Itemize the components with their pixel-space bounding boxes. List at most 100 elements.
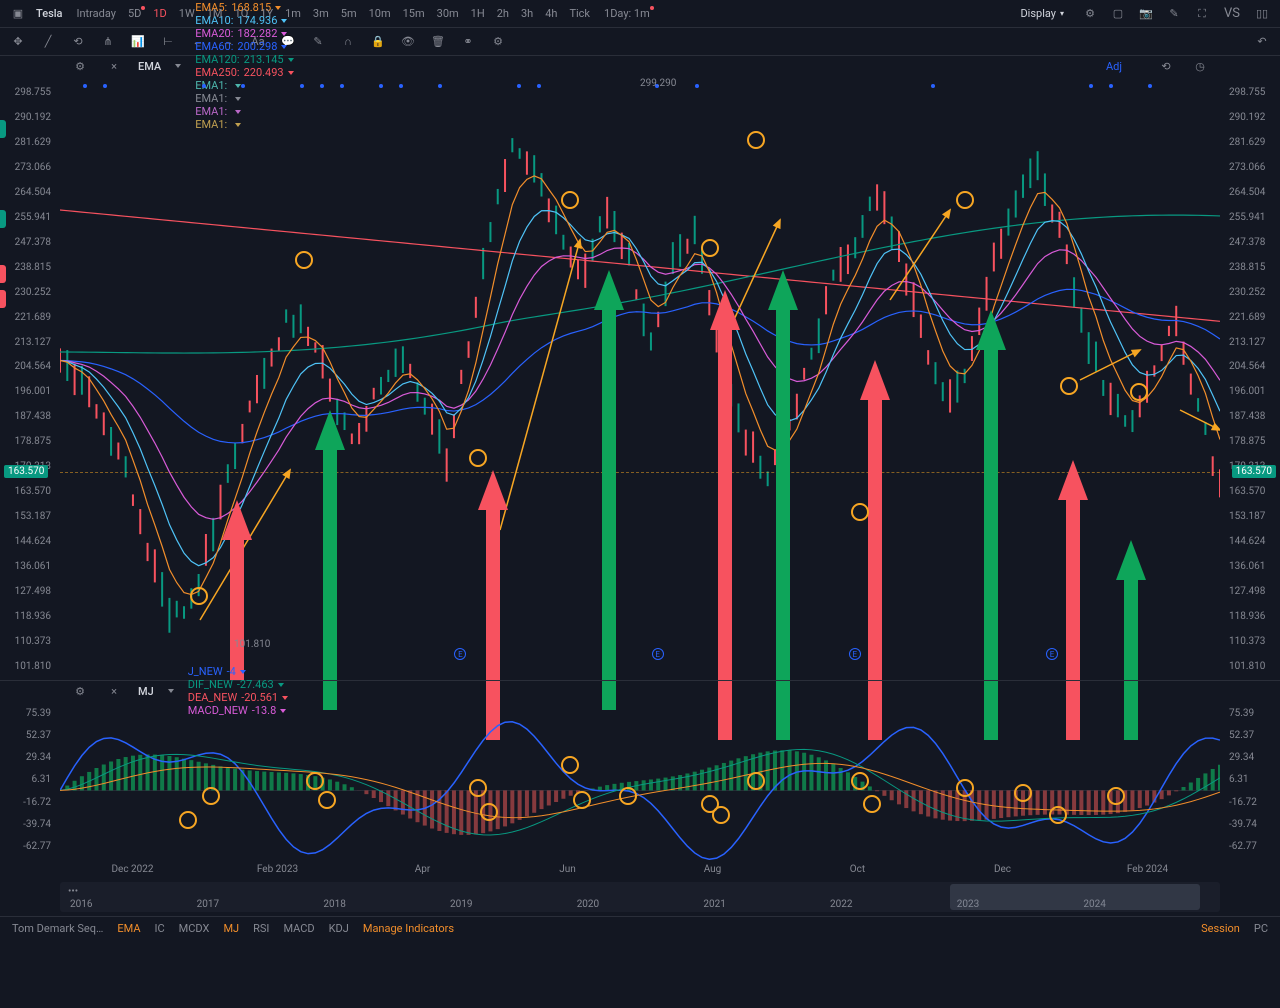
ema-legend-item: EMA20: 182.282 (195, 27, 293, 40)
circle-annotation (179, 811, 197, 829)
timeframe-2h[interactable]: 2h (491, 4, 515, 23)
timeframe-15m[interactable]: 15m (397, 4, 431, 23)
chart-icon[interactable]: 📊 (128, 32, 148, 52)
main-price-chart[interactable]: 298.755290.192281.629273.066264.504255.9… (0, 80, 1280, 680)
timeline-handle[interactable] (950, 884, 1200, 910)
book-icon[interactable]: ▯▯ (1252, 4, 1272, 24)
camera-icon[interactable]: 📷 (1136, 4, 1156, 24)
sync-icon[interactable]: ⟲ (68, 32, 88, 52)
ema-legend: ⚙ × EMA EMA5: 168.815 EMA10: 174.936 EMA… (0, 56, 1280, 76)
refresh-icon[interactable]: ⟲ (1156, 56, 1176, 76)
pitchfork-icon[interactable]: ⋔ (98, 32, 118, 52)
adj-button[interactable]: Adj (1106, 60, 1122, 73)
undo-icon[interactable]: ↶ (1252, 32, 1272, 52)
timeframe-Intraday[interactable]: Intraday (70, 4, 121, 23)
indicator-tab[interactable]: MCDX (179, 922, 210, 935)
drawing-toolbar: ✥ ╱ ⟲ ⋔ 📊 ⊢ ← → Aa 💬 ✎ ∩ 🔒 👁 🗑 ⚭ ⚙ ↶ (0, 28, 1280, 56)
timeframe-1m[interactable]: 1m (279, 4, 307, 23)
sub-y-right: 75.3952.3729.346.31-16.72-39.74-62.77 (1225, 701, 1280, 860)
macd-subchart[interactable]: ⚙ × MJ J_NEW -4 DIF_NEW -27.463 DEA_NEW … (0, 680, 1280, 860)
timeframe-3h[interactable]: 3h (515, 4, 539, 23)
circle-annotation (747, 772, 765, 790)
circle-annotation (1060, 377, 1078, 395)
sub-svg (60, 701, 1220, 860)
ema-close-icon[interactable]: × (104, 56, 124, 76)
timeframe-3m[interactable]: 3m (307, 4, 335, 23)
lock-icon[interactable]: 🔒 (368, 32, 388, 52)
circle-annotation (561, 191, 579, 209)
circle-annotation (712, 806, 730, 824)
top-bar: ▣ Tesla Intraday5D1D1W1M1Q1Y1m3m5m10m15m… (0, 0, 1280, 28)
indicator-tab[interactable]: KDJ (329, 922, 349, 935)
pencil-icon[interactable]: ✎ (1164, 4, 1184, 24)
circle-annotation (1014, 784, 1032, 802)
clock-icon[interactable]: ◷ (1190, 56, 1210, 76)
session-label[interactable]: Session (1201, 922, 1240, 935)
trash-icon[interactable]: 🗑 (428, 32, 448, 52)
circle-annotation (306, 772, 324, 790)
expand-icon[interactable]: ⛶ (1192, 4, 1212, 24)
ema-legend-item: EMA250: 220.493 (195, 66, 293, 79)
circle-annotation (747, 131, 765, 149)
ticker-name[interactable]: Tesla (30, 4, 68, 23)
indicator-tab[interactable]: RSI (253, 922, 269, 935)
circle-annotation (619, 787, 637, 805)
period-selector[interactable]: 1Day: 1m (598, 4, 656, 23)
timeframe-4h[interactable]: 4h (539, 4, 563, 23)
circle-annotation (1049, 806, 1067, 824)
circle-annotation (202, 787, 220, 805)
circle-annotation (1107, 787, 1125, 805)
timeframe-1M[interactable]: 1M (201, 4, 229, 23)
green-arrow (315, 410, 345, 710)
trendline-icon[interactable]: ╱ (38, 32, 58, 52)
move-icon[interactable]: ✥ (8, 32, 28, 52)
e-marker: E (1046, 648, 1058, 660)
green-arrow (976, 310, 1006, 740)
vs-label[interactable]: VS (1220, 6, 1244, 21)
circle-annotation (573, 791, 591, 809)
timeframe-1Y[interactable]: 1Y (254, 4, 279, 23)
timeframe-30m[interactable]: 30m (431, 4, 465, 23)
timeframe-Tick[interactable]: Tick (563, 4, 596, 23)
timeline-scrubber[interactable]: ••• 201620172018201920202021202220232024 (60, 882, 1220, 912)
indicator-tab[interactable]: MACD (283, 922, 314, 935)
circle-annotation (469, 449, 487, 467)
eye-icon[interactable]: 👁 (398, 32, 418, 52)
indicator-tab[interactable]: MJ (223, 922, 239, 935)
ema-gear-icon[interactable]: ⚙ (70, 56, 90, 76)
layers-icon[interactable]: ▣ (8, 4, 28, 24)
ruler-icon[interactable]: ⊢ (158, 32, 178, 52)
timeframe-10m[interactable]: 10m (363, 4, 397, 23)
current-price-line (60, 472, 1220, 473)
red-arrow (222, 500, 252, 680)
circle-annotation (863, 795, 881, 813)
link-icon[interactable]: ⚭ (458, 32, 478, 52)
display-menu[interactable]: Display ▾ (1012, 4, 1072, 23)
timeframe-5m[interactable]: 5m (335, 4, 363, 23)
sub-legend: ⚙ × MJ J_NEW -4 DIF_NEW -27.463 DEA_NEW … (0, 681, 1280, 701)
draw-icon[interactable]: ✎ (308, 32, 328, 52)
ema-legend-item: EMA120: 213.145 (195, 53, 293, 66)
sub-gear-icon[interactable]: ⚙ (70, 681, 90, 701)
ema-title: EMA (138, 60, 161, 73)
chart-plot-area[interactable]: 299.290 101.810 E E E E (60, 80, 1220, 680)
timeframe-1Q[interactable]: 1Q (229, 4, 255, 23)
circle-annotation (561, 756, 579, 774)
circle-annotation (1130, 383, 1148, 401)
sub-plot-area[interactable] (60, 701, 1220, 860)
indicator-tab[interactable]: Manage Indicators (363, 922, 454, 935)
current-price-right: 163.570 (1232, 465, 1276, 478)
timeframe-5D[interactable]: 5D (122, 4, 147, 23)
gear-icon[interactable]: ⚙ (1080, 4, 1100, 24)
layout-icon[interactable]: ▢ (1108, 4, 1128, 24)
timeframe-1W[interactable]: 1W (173, 4, 201, 23)
indicator-tab[interactable]: Tom Demark Seq… (12, 922, 103, 935)
indicator-tab[interactable]: IC (155, 922, 165, 935)
settings2-icon[interactable]: ⚙ (488, 32, 508, 52)
timeframe-1D[interactable]: 1D (147, 4, 172, 23)
sub-close-icon[interactable]: × (104, 681, 124, 701)
current-price-left: 163.570 (4, 465, 48, 478)
timeframe-1H[interactable]: 1H (465, 4, 491, 23)
magnet-icon[interactable]: ∩ (338, 32, 358, 52)
indicator-tab[interactable]: EMA (117, 922, 140, 935)
